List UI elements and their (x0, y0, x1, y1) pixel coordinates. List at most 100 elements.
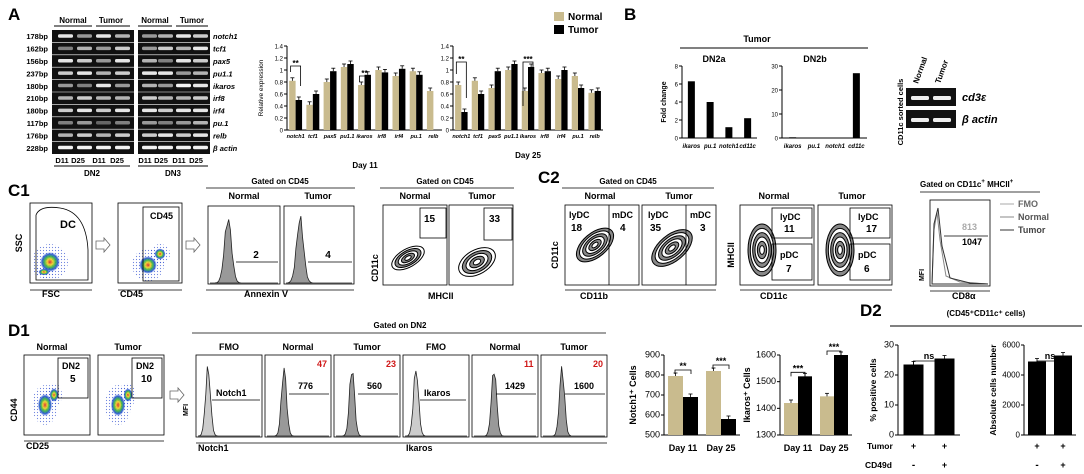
gel-band (933, 96, 951, 100)
gel-band (158, 46, 173, 51)
bar (521, 91, 528, 130)
gel-col-tumor: Tumor (933, 59, 950, 85)
y-tick-label: 1.2 (441, 57, 450, 63)
x-tick-label: pax5 (323, 134, 337, 140)
y-tick-label: 0 (775, 137, 779, 143)
gel-band (176, 133, 191, 137)
histogram-peak (543, 366, 605, 437)
x-tick-label: cd11c (848, 144, 865, 150)
y-axis-label: Relative expression (258, 59, 265, 116)
x-tick-label: relb (428, 134, 439, 140)
rt-pcr-gel-panel: Normal Tumor Normal Tumor 178bp notch1 162bp tc… (26, 16, 237, 178)
plot-frame (207, 205, 281, 285)
gel-band (176, 83, 191, 88)
y-axis-label: Notch1⁺ Cells (628, 365, 638, 424)
sig-label: *** (829, 342, 840, 352)
bar-chart-notch1-cells: 500 600 700 800 900 Notch1⁺ Cells Day 11 Day 25… (628, 350, 740, 453)
bar (538, 73, 545, 130)
cd25-axis-label: CD25 (26, 441, 49, 451)
bar (455, 85, 462, 130)
gel-band (142, 145, 157, 150)
bar (312, 94, 320, 130)
gel-band (158, 133, 173, 137)
bar (820, 396, 834, 435)
gel-lane-label: D11 (92, 156, 105, 165)
b-dn2b-title: DN2b (803, 54, 827, 64)
gel-band (176, 71, 191, 75)
annexin-axis-label: Annexin V (244, 289, 288, 299)
bar (505, 70, 512, 130)
bar (478, 94, 485, 130)
gel-band (77, 34, 92, 38)
bar (398, 68, 406, 130)
gel-band (142, 108, 157, 113)
gel-lane-label: D11 (172, 156, 185, 165)
gel-band (58, 46, 73, 51)
annexin-tumor-value: 4 (325, 250, 331, 261)
y-tick-label: 0 (280, 129, 284, 135)
d1-n-dn2-label: DN2 (62, 361, 80, 371)
gel-band (158, 145, 173, 150)
x-tick-label: irf4 (557, 134, 566, 140)
x-tick-label: Day 25 (706, 443, 735, 453)
y-tick-label: 30 (771, 65, 778, 71)
cd49d-plus-marker: + (1060, 460, 1065, 470)
panel-label-b: B (624, 5, 636, 24)
gel-size-label: 162bp (26, 45, 48, 54)
gel-band (158, 121, 173, 125)
y-tick-label: 0.2 (275, 117, 284, 123)
bar (426, 91, 434, 130)
gel-band (58, 34, 73, 38)
x-tick-label: pu.1 (703, 144, 717, 150)
c1-annexin-normal: Normal (228, 191, 259, 201)
gel-lane-label: D25 (110, 156, 124, 165)
gel-dn2-label: DN2 (84, 169, 101, 178)
c1-gated-header-2: Gated on CD45 (416, 177, 474, 186)
d1-mfi-value: 1429 (505, 381, 525, 391)
cd49d-plus-marker: + (942, 460, 947, 470)
gel-band (77, 145, 92, 150)
mfi-fmo-value: 813 (962, 222, 977, 232)
gel-band (77, 133, 92, 137)
d1-hist-header: FMO (219, 342, 239, 352)
gel-band (176, 46, 191, 51)
b-tumor-title: Tumor (743, 34, 771, 44)
bar (683, 397, 698, 435)
gel-band (96, 59, 111, 63)
plot-frame (540, 354, 608, 438)
gel-band (96, 145, 111, 150)
gel-gene-label: pu1.1 (212, 69, 233, 78)
sig-bracket (290, 65, 302, 86)
bar (295, 100, 303, 130)
gel-band (158, 96, 173, 100)
gel-band (77, 46, 92, 51)
cd44-axis-label: CD44 (9, 398, 19, 421)
bar (375, 70, 382, 130)
histogram-peak (336, 372, 398, 437)
y-tick-label: 2 (675, 119, 679, 125)
gel-dn3-label: DN3 (165, 169, 182, 178)
gel-bactin-image (906, 110, 956, 128)
bar (744, 118, 752, 138)
gel-band (115, 71, 130, 75)
y-tick-label: 8 (675, 65, 679, 71)
bar (511, 64, 518, 130)
gel-band (176, 145, 191, 150)
bar (471, 80, 478, 130)
sig-label: ns (924, 351, 935, 361)
c2b-n-lydc-label: lyDC (780, 212, 801, 222)
gel-band (77, 71, 92, 75)
dc-gate (35, 206, 89, 281)
tumor-plus-marker: + (942, 441, 947, 451)
bar (561, 70, 568, 130)
gel-size-label: 178bp (26, 32, 48, 41)
bar (706, 102, 714, 138)
c2-n-mdc-value: 4 (620, 223, 626, 234)
y-tick-label: 0.4 (275, 105, 284, 111)
mhc-normal-value: 15 (424, 214, 436, 225)
gel-side-label: CD11c sorted cells (896, 79, 905, 146)
y-tick-label: 0 (1016, 431, 1021, 440)
gel-band (142, 71, 157, 75)
legend-tumor-label: Tumor (568, 25, 598, 36)
bar (668, 376, 683, 435)
